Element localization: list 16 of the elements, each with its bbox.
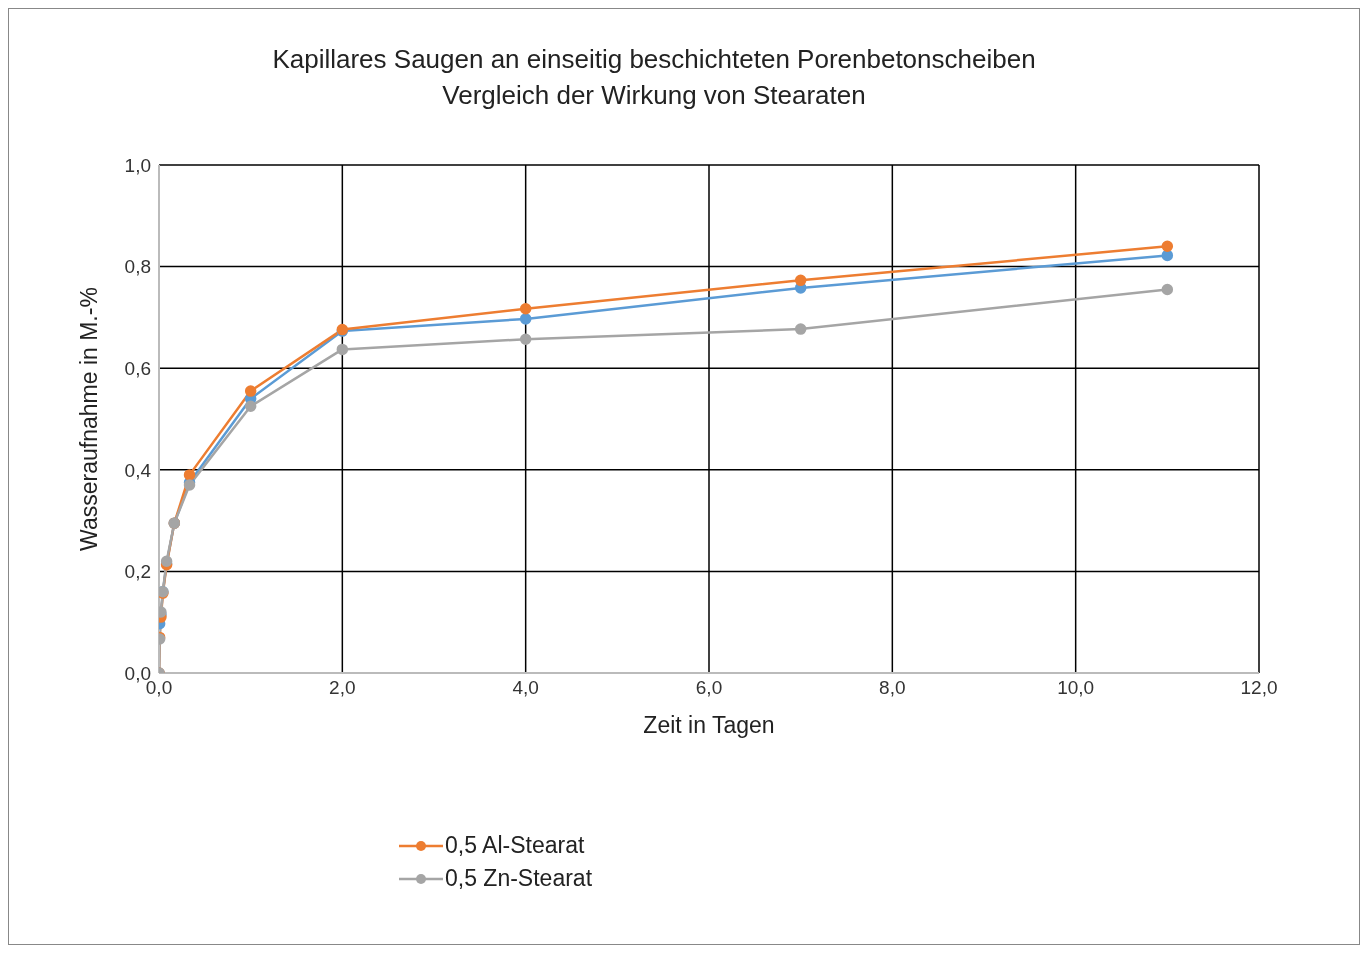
legend-label: 0,5 Zn-Stearat: [445, 865, 593, 892]
y-tick-label: 0,2: [124, 561, 151, 583]
y-tick-label: 0,4: [124, 459, 152, 481]
y-axis-title: Wasseraufnahme in M.-%: [76, 287, 103, 551]
y-tick-label: 1,0: [124, 154, 151, 176]
x-tick-label: 8,0: [879, 677, 906, 699]
legend-label: 0,5 Al-Stearat: [445, 832, 585, 859]
y-tick-label: 0,6: [124, 357, 151, 379]
chart-title: Kapillares Saugen an einseitig beschichteten Porenbetonscheiben Vergleich der Wirkung von Stearaten: [271, 43, 1037, 112]
x-tick-label: 4,0: [512, 677, 539, 699]
x-tick-label: 12,0: [1240, 677, 1278, 699]
y-tick-label: 0,8: [124, 256, 151, 278]
x-axis-title: Zeit in Tagen: [643, 712, 775, 738]
x-tick-label: 10,0: [1057, 677, 1095, 699]
x-tick-label: 2,0: [329, 677, 356, 699]
x-tick-label: 6,0: [695, 677, 723, 699]
